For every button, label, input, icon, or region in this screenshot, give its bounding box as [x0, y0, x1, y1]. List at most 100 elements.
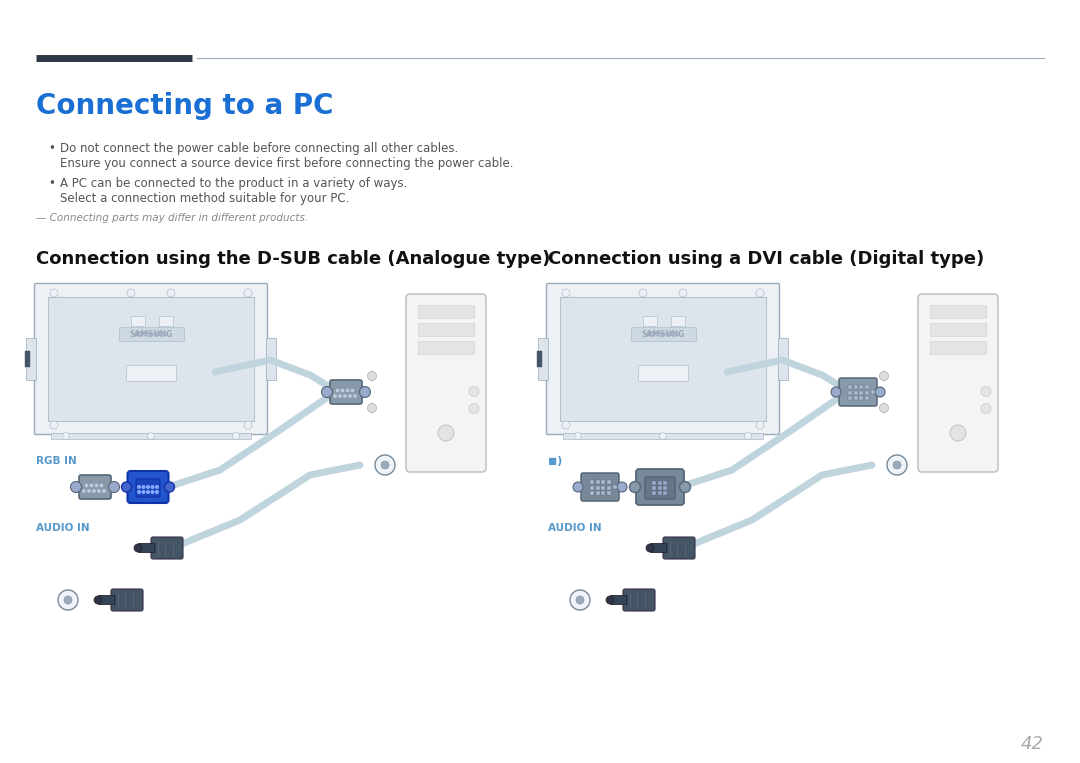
Circle shape	[343, 394, 347, 398]
Circle shape	[50, 289, 58, 297]
Circle shape	[756, 289, 764, 297]
FancyBboxPatch shape	[650, 543, 667, 552]
FancyBboxPatch shape	[546, 284, 780, 434]
Bar	[864, 396, 868, 400]
Circle shape	[606, 596, 615, 604]
Circle shape	[156, 486, 159, 488]
Circle shape	[121, 482, 132, 492]
Circle shape	[630, 481, 640, 492]
Circle shape	[679, 289, 687, 297]
Circle shape	[639, 289, 647, 297]
Text: Connection using a DVI cable (Digital type): Connection using a DVI cable (Digital ty…	[548, 250, 984, 268]
FancyBboxPatch shape	[918, 294, 998, 472]
Bar	[930, 341, 986, 354]
Bar	[51, 433, 251, 439]
Circle shape	[354, 394, 356, 398]
Circle shape	[167, 289, 175, 297]
Bar	[638, 365, 688, 382]
Circle shape	[981, 387, 991, 397]
Circle shape	[347, 389, 349, 391]
Circle shape	[91, 485, 93, 487]
Circle shape	[83, 490, 85, 492]
Circle shape	[244, 421, 252, 429]
Circle shape	[381, 461, 389, 469]
Circle shape	[164, 482, 175, 492]
Circle shape	[103, 490, 105, 492]
Bar	[561, 297, 766, 421]
Bar	[864, 385, 868, 389]
Circle shape	[341, 389, 343, 391]
Text: 42: 42	[1021, 735, 1044, 753]
Text: ◼): ◼)	[548, 456, 563, 466]
Bar	[643, 317, 657, 327]
Circle shape	[151, 491, 153, 494]
Circle shape	[367, 372, 377, 381]
Circle shape	[108, 481, 120, 492]
Text: A PC can be connected to the product in a variety of ways.: A PC can be connected to the product in …	[60, 177, 407, 190]
Bar	[658, 481, 661, 485]
Text: AUDIO IN: AUDIO IN	[548, 523, 602, 533]
Text: •: •	[48, 177, 55, 190]
Circle shape	[147, 491, 149, 494]
Circle shape	[875, 387, 885, 397]
Circle shape	[573, 482, 583, 492]
Circle shape	[58, 590, 78, 610]
Circle shape	[143, 491, 145, 494]
Circle shape	[63, 433, 69, 439]
Bar	[266, 338, 276, 380]
Circle shape	[134, 544, 141, 552]
FancyBboxPatch shape	[138, 543, 156, 552]
Text: SAMSUNG: SAMSUNG	[642, 330, 685, 339]
Bar	[930, 323, 986, 336]
Circle shape	[351, 389, 354, 391]
Circle shape	[138, 486, 140, 488]
Text: RGB IN: RGB IN	[36, 456, 77, 466]
FancyBboxPatch shape	[151, 537, 183, 559]
Circle shape	[576, 596, 584, 604]
Bar	[25, 351, 30, 367]
Circle shape	[950, 425, 966, 441]
Bar	[663, 491, 667, 495]
FancyBboxPatch shape	[663, 537, 696, 559]
Bar	[663, 486, 667, 490]
Bar	[859, 391, 863, 394]
Bar	[418, 305, 474, 318]
Text: AUDIO IN: AUDIO IN	[36, 523, 90, 533]
Bar	[652, 481, 656, 485]
Circle shape	[562, 289, 570, 297]
Bar	[26, 338, 36, 380]
Circle shape	[660, 433, 666, 439]
Bar	[848, 385, 852, 389]
Circle shape	[127, 289, 135, 297]
Bar	[658, 491, 661, 495]
Bar	[595, 480, 599, 484]
Text: Do not connect the power cable before connecting all other cables.: Do not connect the power cable before co…	[60, 142, 458, 155]
Bar	[595, 491, 599, 495]
Bar	[859, 396, 863, 400]
Circle shape	[50, 421, 58, 429]
Circle shape	[94, 596, 102, 604]
Bar	[600, 480, 605, 484]
Circle shape	[138, 491, 140, 494]
Bar	[126, 365, 176, 382]
Circle shape	[64, 596, 72, 604]
FancyBboxPatch shape	[35, 284, 268, 434]
Bar	[418, 323, 474, 336]
Text: •: •	[48, 142, 55, 155]
Bar	[590, 480, 594, 484]
Bar	[671, 317, 685, 327]
FancyBboxPatch shape	[79, 475, 111, 499]
Bar	[778, 338, 788, 380]
Circle shape	[831, 387, 841, 397]
Circle shape	[148, 433, 154, 439]
Circle shape	[744, 433, 752, 439]
Bar	[870, 390, 875, 394]
Circle shape	[575, 433, 581, 439]
Circle shape	[879, 372, 889, 381]
FancyBboxPatch shape	[645, 477, 675, 499]
Bar	[563, 433, 762, 439]
Circle shape	[244, 289, 252, 297]
Bar	[658, 486, 661, 490]
Bar	[652, 491, 656, 495]
FancyBboxPatch shape	[636, 469, 684, 505]
